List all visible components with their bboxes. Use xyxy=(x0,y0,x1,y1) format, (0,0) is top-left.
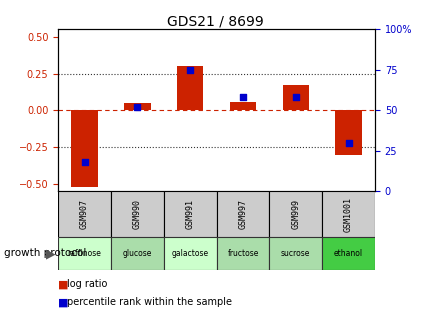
Text: GSM997: GSM997 xyxy=(238,199,247,229)
Text: percentile rank within the sample: percentile rank within the sample xyxy=(67,298,231,307)
Bar xyxy=(163,237,216,270)
Bar xyxy=(322,191,374,237)
Text: GSM990: GSM990 xyxy=(132,199,141,229)
Bar xyxy=(269,191,322,237)
Point xyxy=(292,95,298,100)
Point xyxy=(134,105,141,110)
Text: raffinose: raffinose xyxy=(68,249,101,258)
Point xyxy=(81,160,88,165)
Text: ■: ■ xyxy=(58,298,68,307)
Bar xyxy=(124,103,150,111)
Text: GSM999: GSM999 xyxy=(291,199,300,229)
Bar xyxy=(111,237,163,270)
Text: GSM1001: GSM1001 xyxy=(343,197,352,232)
Text: GSM907: GSM907 xyxy=(80,199,89,229)
Text: sucrose: sucrose xyxy=(280,249,310,258)
Bar xyxy=(282,85,308,111)
Bar xyxy=(229,101,255,111)
Bar xyxy=(163,191,216,237)
Bar xyxy=(71,111,98,187)
Text: ethanol: ethanol xyxy=(333,249,362,258)
Text: ▶: ▶ xyxy=(46,247,55,260)
Bar xyxy=(269,237,322,270)
Bar xyxy=(216,191,269,237)
Bar xyxy=(177,66,203,111)
Bar xyxy=(335,111,361,155)
Text: galactose: galactose xyxy=(171,249,208,258)
Point xyxy=(186,67,193,73)
Text: log ratio: log ratio xyxy=(67,280,107,289)
Bar xyxy=(58,237,111,270)
Bar xyxy=(58,191,111,237)
Point xyxy=(239,95,246,100)
Text: growth protocol: growth protocol xyxy=(4,249,86,258)
Text: fructose: fructose xyxy=(227,249,258,258)
Text: GDS21 / 8699: GDS21 / 8699 xyxy=(167,15,263,29)
Text: glucose: glucose xyxy=(123,249,152,258)
Point xyxy=(344,140,351,145)
Text: ■: ■ xyxy=(58,280,68,289)
Bar xyxy=(216,237,269,270)
Bar xyxy=(111,191,163,237)
Bar xyxy=(322,237,374,270)
Text: GSM991: GSM991 xyxy=(185,199,194,229)
